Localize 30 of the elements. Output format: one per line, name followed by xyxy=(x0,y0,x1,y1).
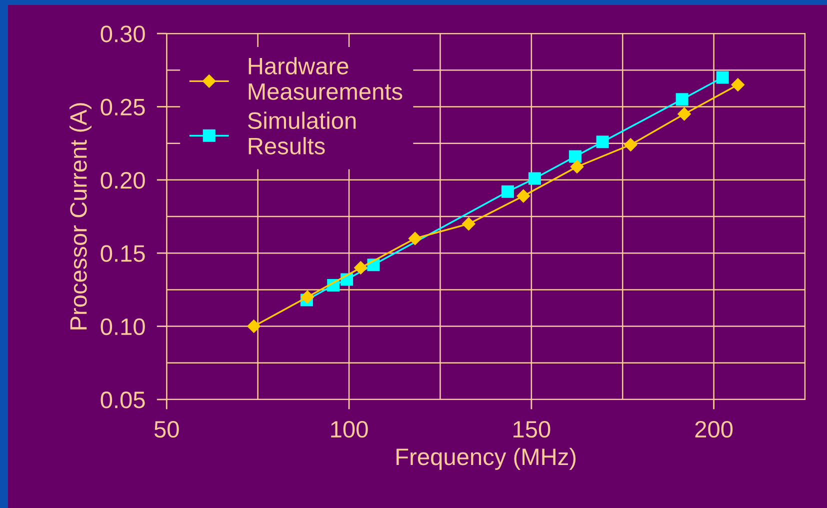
y-tick-label: 0.25 xyxy=(100,98,145,116)
x-tick-label: 100 xyxy=(331,420,368,438)
y-tick-label: 0.20 xyxy=(100,172,145,189)
y-tick-label: 0.15 xyxy=(100,245,145,262)
x-tick-label: 150 xyxy=(514,420,550,438)
legend-label: Hardware Measurements xyxy=(248,57,402,100)
point xyxy=(570,160,584,174)
point xyxy=(408,232,422,246)
point xyxy=(247,320,260,333)
point xyxy=(624,138,638,152)
legend-label: Simulation Results xyxy=(248,112,356,154)
point xyxy=(596,136,609,148)
x-tick-label: 50 xyxy=(154,420,179,438)
point xyxy=(300,290,314,304)
x-axis-title: Frequency (MHz) xyxy=(396,448,576,470)
point xyxy=(678,107,691,121)
point xyxy=(731,78,744,92)
point xyxy=(516,189,530,203)
point xyxy=(568,150,582,163)
point xyxy=(354,261,368,274)
y-tick-label: 0.30 xyxy=(100,26,145,42)
y-tick-label: 0.10 xyxy=(100,318,145,336)
point xyxy=(716,71,729,84)
y-axis-title: Processor Current (A) xyxy=(70,103,92,330)
point xyxy=(528,172,541,185)
y-tick-label: 0.05 xyxy=(100,392,145,408)
point xyxy=(676,93,688,106)
x-tick-label: 200 xyxy=(695,420,733,438)
point xyxy=(462,217,476,230)
point xyxy=(501,185,514,198)
